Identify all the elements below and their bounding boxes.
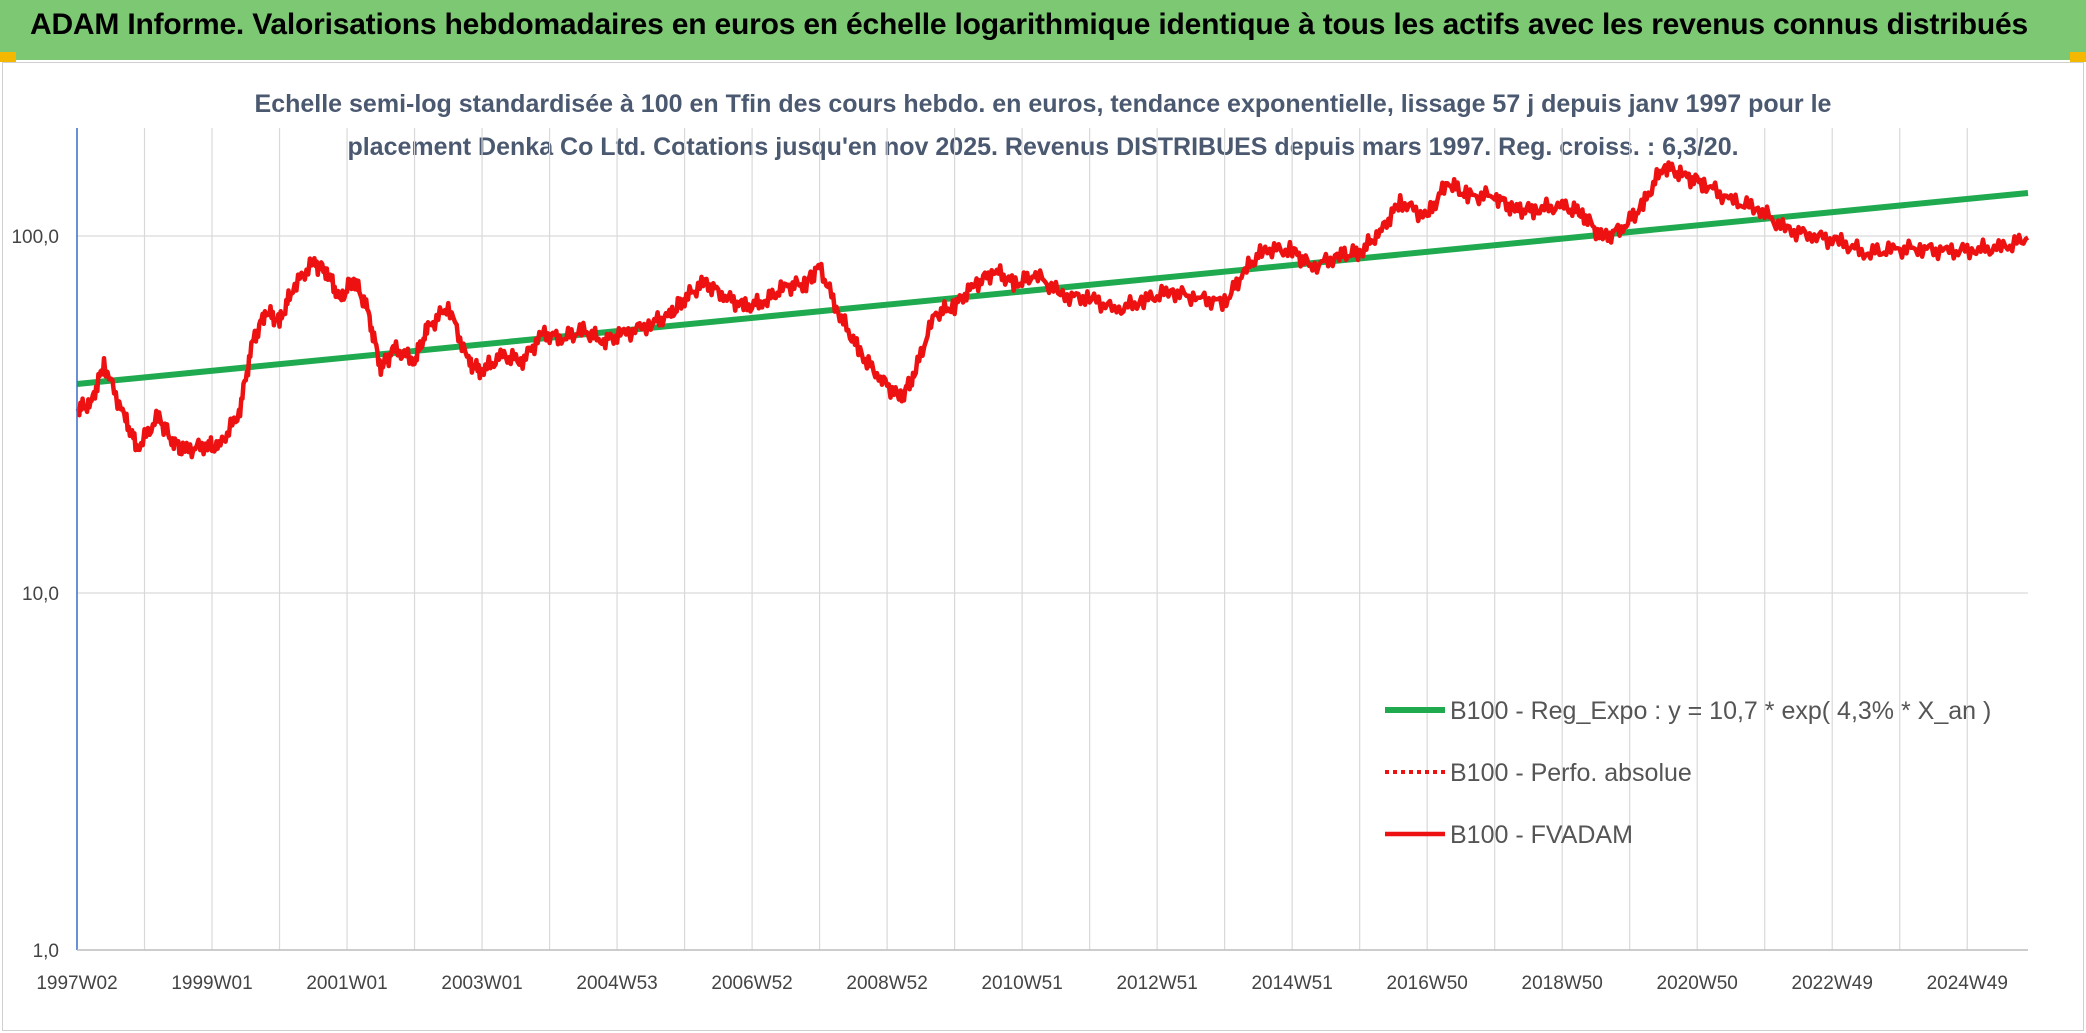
- chart-title-line-1: Echelle semi-log standardisée à 100 en T…: [254, 90, 1832, 118]
- legend-label-3: B100 - FVADAM: [1450, 821, 1633, 849]
- x-tick-label: 2018W50: [1522, 973, 1603, 994]
- x-tick-label: 2004W53: [576, 973, 657, 994]
- x-tick-label: 2020W50: [1657, 973, 1738, 994]
- x-tick-label: 2006W52: [711, 973, 792, 994]
- x-tick-label: 2008W52: [846, 973, 927, 994]
- axes: 1,0 10,0 100,0 1997W02 1999W01 2001W01 2003W01…: [11, 128, 2028, 994]
- chart-title-line-2: placement Denka Co Ltd. Cotations jusqu'…: [347, 133, 1739, 161]
- corner-marker-left: [0, 52, 16, 62]
- header-banner: ADAM Informe. Valorisations hebdomadaire…: [0, 0, 2086, 60]
- y-tick-label: 100,0: [11, 227, 59, 248]
- x-tick-label: 2010W51: [981, 973, 1062, 994]
- x-tick-label: 2016W50: [1387, 973, 1468, 994]
- x-tick-label: 2012W51: [1116, 973, 1197, 994]
- x-tick-label: 2024W49: [1927, 973, 2008, 994]
- fvadam-line: [75, 160, 2030, 460]
- legend-label-2: B100 - Perfo. absolue: [1450, 759, 1692, 787]
- x-tick-label: 2014W51: [1251, 973, 1332, 994]
- grid: [76, 128, 2028, 951]
- x-tick-label: 2001W01: [306, 973, 387, 994]
- report-title: ADAM Informe. Valorisations hebdomadaire…: [30, 8, 2028, 41]
- legend: B100 - Reg_Expo : y = 10,7 * exp( 4,3% *…: [1385, 697, 1991, 849]
- series-layer: [75, 160, 2030, 460]
- y-tick-label: 1,0: [33, 941, 59, 962]
- y-tick-label: 10,0: [22, 584, 59, 605]
- x-tick-label: 2022W49: [1792, 973, 1873, 994]
- x-tick-label: 1999W01: [171, 973, 252, 994]
- corner-marker-right: [2070, 52, 2086, 62]
- x-tick-label: 1997W02: [36, 973, 117, 994]
- legend-label-1: B100 - Reg_Expo : y = 10,7 * exp( 4,3% *…: [1450, 697, 1991, 725]
- x-tick-label: 2003W01: [441, 973, 522, 994]
